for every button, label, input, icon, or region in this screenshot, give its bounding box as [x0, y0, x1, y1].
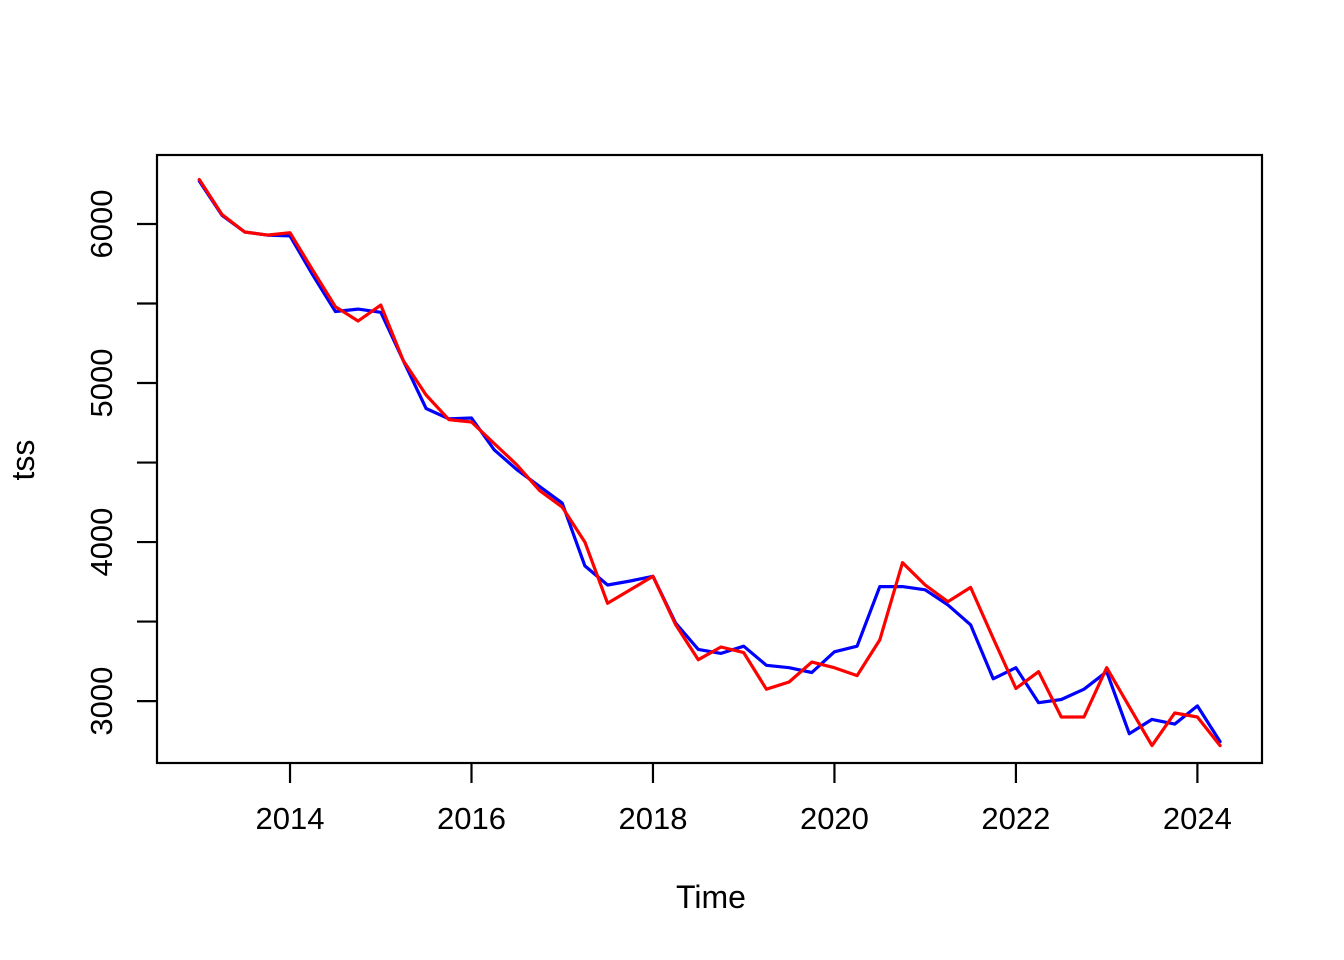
x-tick-label: 2018: [618, 801, 687, 836]
y-tick-label: 6000: [84, 190, 119, 259]
y-tick-label: 3000: [84, 667, 119, 736]
series-lines: [197, 177, 1222, 748]
x-tick-label: 2020: [800, 801, 869, 836]
series-blue: [197, 179, 1222, 744]
x-tick-label: 2022: [981, 801, 1050, 836]
x-axis-title: Time: [676, 879, 746, 915]
series-red: [197, 177, 1222, 748]
x-tick-label: 2016: [437, 801, 506, 836]
y-tick-label: 4000: [84, 508, 119, 577]
plot-border: [155, 153, 1264, 765]
y-axis-title: tss: [5, 440, 41, 481]
y-tick-label: 5000: [84, 349, 119, 418]
x-axis: 2014 2016 2018 2020 2022 2024: [256, 763, 1232, 836]
x-tick-label: 2024: [1163, 801, 1232, 836]
x-tick-label: 2014: [256, 801, 325, 836]
y-axis: 3000 4000 5000 6000: [84, 190, 157, 736]
